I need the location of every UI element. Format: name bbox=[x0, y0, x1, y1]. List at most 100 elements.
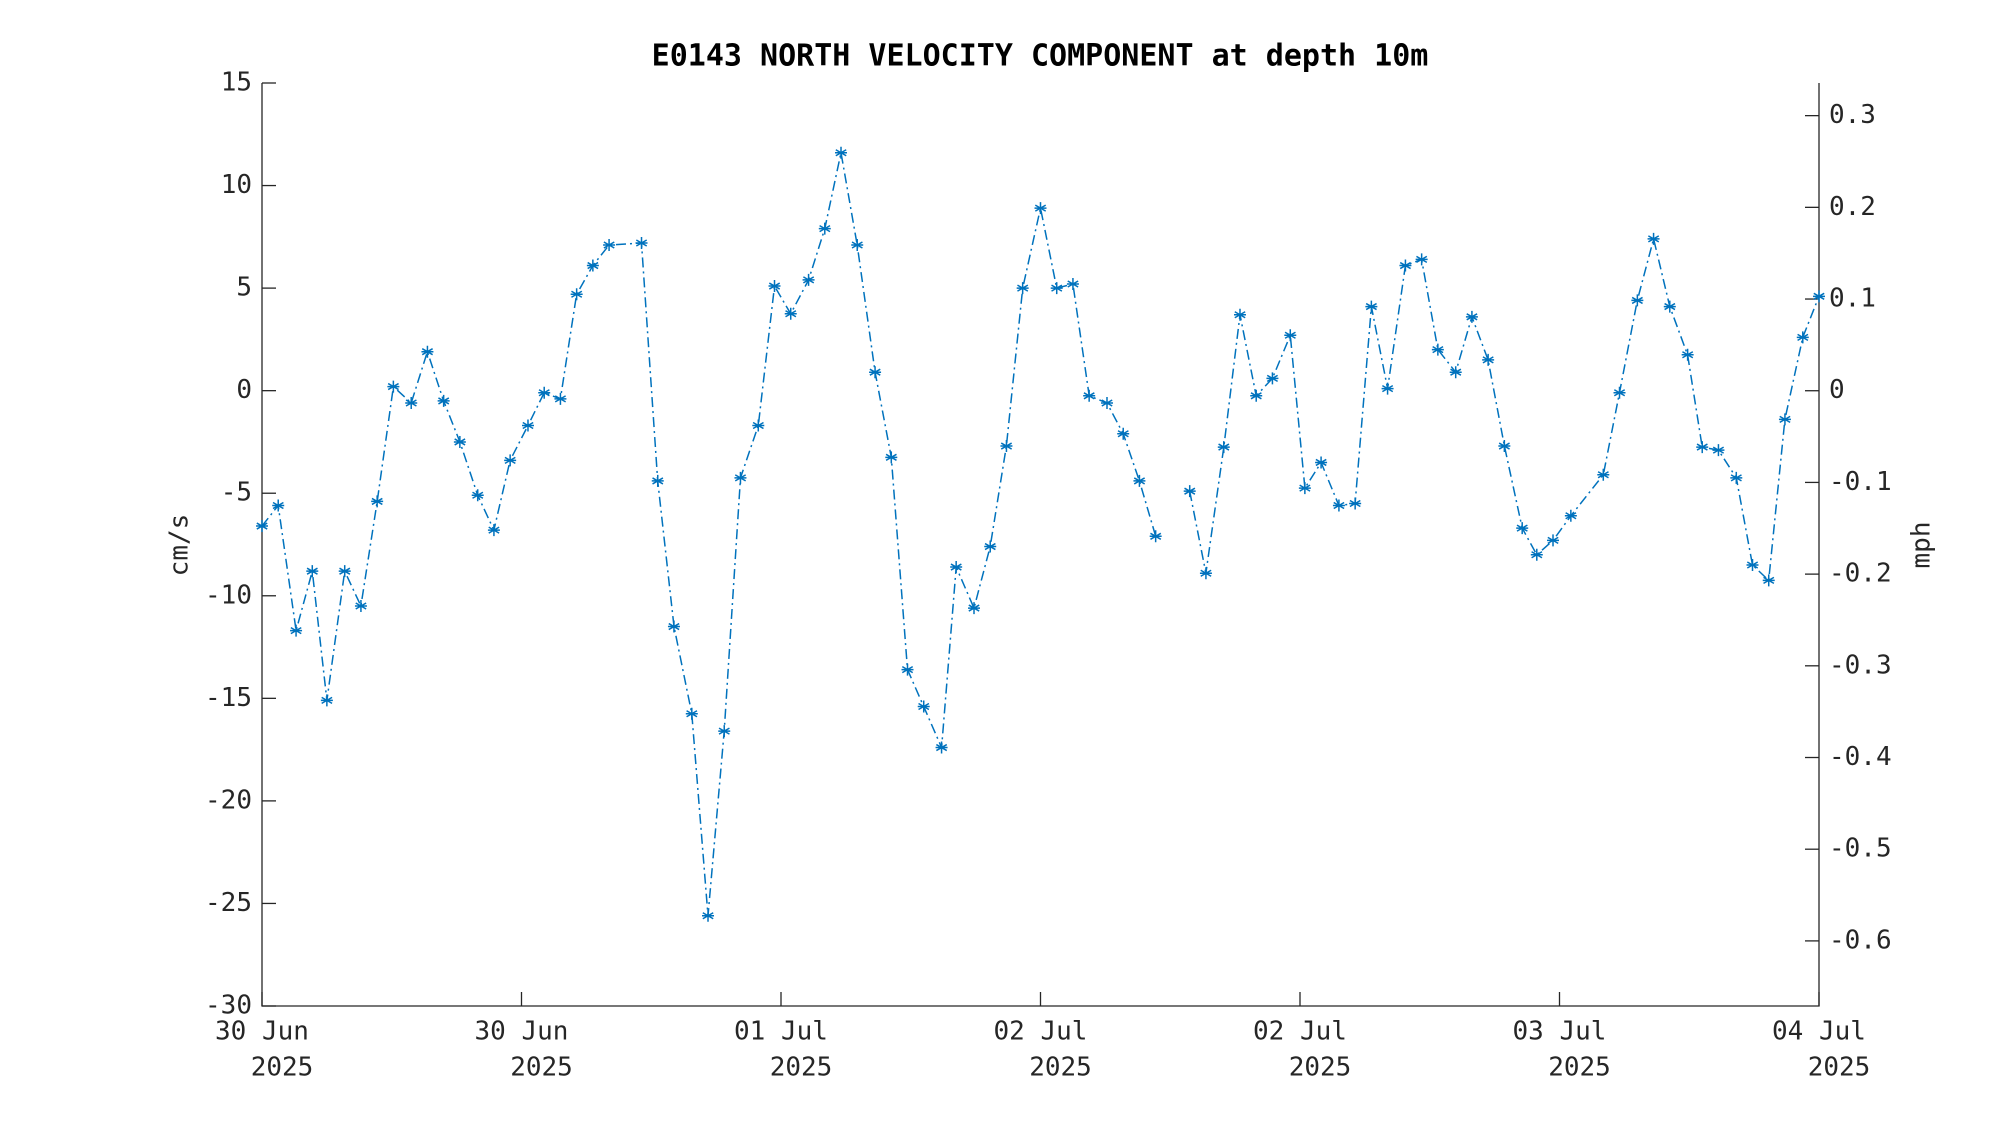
data-marker bbox=[256, 520, 268, 533]
data-marker bbox=[338, 565, 351, 578]
data-marker bbox=[851, 239, 864, 252]
data-marker bbox=[1365, 300, 1378, 313]
data-marker bbox=[935, 741, 948, 754]
data-marker bbox=[538, 386, 551, 399]
data-marker bbox=[521, 419, 534, 432]
data-marker bbox=[1000, 440, 1013, 453]
data-marker bbox=[1034, 202, 1047, 215]
data-marker bbox=[1066, 278, 1079, 291]
x-tick-label: 02 Jul bbox=[994, 1017, 1088, 1047]
data-marker bbox=[1681, 348, 1694, 361]
axes-frame bbox=[261, 83, 1820, 1007]
data-marker bbox=[405, 396, 418, 409]
y-tick-label: -5 bbox=[221, 478, 252, 508]
data-marker bbox=[1199, 567, 1212, 580]
y2-tick-label: 0.3 bbox=[1829, 100, 1876, 130]
data-marker bbox=[487, 524, 500, 537]
data-marker bbox=[1315, 456, 1328, 469]
data-marker bbox=[320, 694, 333, 707]
data-marker bbox=[471, 489, 484, 502]
y-tick-label: 5 bbox=[236, 273, 252, 303]
data-marker bbox=[917, 700, 930, 713]
data-marker bbox=[1349, 497, 1362, 510]
data-marker bbox=[1117, 427, 1130, 440]
data-marker bbox=[1482, 353, 1495, 366]
data-marker bbox=[802, 273, 815, 286]
data-marker bbox=[869, 366, 882, 379]
x-tick-label: 04 Jul bbox=[1772, 1017, 1866, 1047]
y2-tick-label: 0.1 bbox=[1829, 284, 1876, 314]
data-marker bbox=[1564, 509, 1577, 522]
data-marker bbox=[1813, 290, 1825, 303]
data-marker bbox=[1233, 308, 1246, 321]
data-marker bbox=[1613, 386, 1626, 399]
data-marker bbox=[1298, 482, 1311, 495]
chart-title: E0143 NORTH VELOCITY COMPONENT at depth … bbox=[652, 39, 1429, 74]
x-tick-label: 03 Jul bbox=[1513, 1017, 1607, 1047]
data-line bbox=[261, 152, 1820, 916]
data-marker bbox=[1133, 474, 1146, 487]
data-marker bbox=[504, 454, 517, 467]
x-tick-label: 2025 bbox=[1029, 1053, 1092, 1083]
data-marker bbox=[354, 600, 367, 613]
data-marker bbox=[1101, 396, 1113, 409]
data-marker bbox=[570, 288, 583, 301]
data-marker bbox=[1631, 294, 1644, 307]
data-marker bbox=[1284, 329, 1297, 342]
x-tick-label: 2025 bbox=[1808, 1053, 1871, 1083]
data-marker bbox=[1217, 441, 1230, 454]
data-marker bbox=[1547, 534, 1560, 547]
data-marker bbox=[635, 236, 648, 249]
data-marker bbox=[290, 624, 303, 637]
data-marker bbox=[718, 725, 731, 738]
data-marker bbox=[1516, 522, 1529, 535]
x-tick-label: 2025 bbox=[1548, 1053, 1611, 1083]
y-tick-label: -30 bbox=[205, 991, 252, 1021]
x-tick-label: 30 Jun bbox=[475, 1017, 569, 1047]
data-marker bbox=[968, 602, 981, 615]
x-tick-label: 02 Jul bbox=[1253, 1017, 1347, 1047]
data-marker bbox=[1399, 259, 1412, 272]
data-marker bbox=[734, 471, 747, 484]
data-marker bbox=[1183, 485, 1196, 498]
data-marker bbox=[1696, 441, 1709, 454]
data-marker bbox=[437, 394, 450, 407]
data-marker bbox=[950, 561, 963, 574]
x-tick-label: 30 Jun bbox=[215, 1017, 309, 1047]
data-marker bbox=[387, 380, 400, 393]
data-marker bbox=[1597, 468, 1610, 481]
data-marker bbox=[1762, 574, 1775, 587]
data-marker bbox=[586, 259, 599, 272]
data-marker bbox=[1778, 413, 1791, 426]
data-marker bbox=[1415, 253, 1428, 266]
data-marker bbox=[554, 392, 567, 405]
x-tick-label: 2025 bbox=[1289, 1053, 1352, 1083]
data-marker bbox=[603, 239, 616, 252]
data-marker bbox=[835, 146, 848, 159]
y-tick-label: -10 bbox=[205, 580, 252, 610]
data-marker bbox=[667, 620, 680, 633]
data-marker bbox=[1663, 300, 1676, 313]
data-marker bbox=[1431, 343, 1444, 356]
data-marker bbox=[752, 419, 765, 432]
data-marker bbox=[1647, 232, 1660, 245]
x-tick-label: 2025 bbox=[770, 1053, 833, 1083]
data-marker bbox=[984, 540, 997, 553]
data-marker bbox=[901, 663, 914, 676]
data-marker bbox=[371, 495, 384, 508]
y2-tick-label: -0.2 bbox=[1829, 559, 1892, 589]
data-marker bbox=[1149, 530, 1162, 543]
data-marker bbox=[306, 565, 319, 578]
y2-tick-label: -0.4 bbox=[1829, 742, 1892, 772]
x-tick-label: 2025 bbox=[251, 1053, 314, 1083]
data-marker bbox=[453, 435, 466, 448]
data-marker bbox=[272, 499, 285, 512]
y2-tick-label: 0.2 bbox=[1829, 192, 1876, 222]
data-marker bbox=[1083, 389, 1096, 402]
y2-tick-label: -0.3 bbox=[1829, 650, 1892, 680]
y2-axis-label: mph bbox=[1907, 522, 1937, 569]
x-tick-label: 01 Jul bbox=[734, 1017, 828, 1047]
data-marker bbox=[818, 222, 831, 235]
x-tick-label: 2025 bbox=[510, 1053, 573, 1083]
